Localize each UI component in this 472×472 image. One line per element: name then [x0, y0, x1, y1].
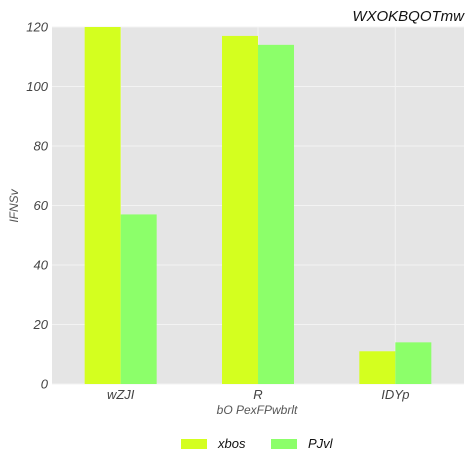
bar-xbos-IDYp	[359, 351, 396, 384]
y-tick-label: 60	[34, 198, 49, 213]
bar-xbos-R	[222, 35, 258, 385]
y-tick-label: 20	[33, 317, 49, 332]
bar-PJvl-R	[258, 44, 294, 384]
y-tick-label: 120	[26, 20, 48, 35]
legend-swatch	[181, 439, 207, 449]
chart-title: WXOKBQOTmw	[352, 8, 465, 25]
y-tick-label: 80	[34, 139, 49, 154]
x-tick-label: IDYp	[381, 387, 409, 402]
x-axis-ticks: wZJI R IDYp	[107, 387, 409, 402]
y-axis-ticks: 0 20 40 60 80 100 120	[26, 20, 48, 392]
legend: xbos PJvl	[181, 436, 334, 451]
bar-PJvl-IDYp	[395, 342, 432, 384]
legend-label: xbos	[217, 436, 246, 451]
bar-PJvl-wZJI	[120, 214, 157, 384]
bars	[84, 27, 432, 385]
legend-swatch	[271, 439, 297, 449]
y-tick-label: 40	[34, 258, 49, 273]
x-tick-label: R	[253, 387, 262, 402]
bar-xbos-wZJI	[84, 27, 121, 384]
legend-label: PJvl	[308, 436, 334, 451]
y-tick-label: 0	[41, 377, 49, 392]
x-tick-label: wZJI	[107, 387, 135, 402]
y-tick-label: 100	[26, 79, 48, 94]
y-axis-label: IFNSv	[7, 188, 21, 222]
x-axis-label: bO PexFPwbrlt	[217, 403, 298, 417]
